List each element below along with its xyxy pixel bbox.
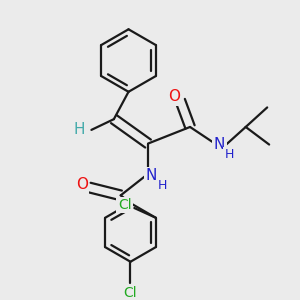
Text: H: H [74,122,85,137]
Text: N: N [145,168,157,183]
Text: Cl: Cl [124,286,137,300]
Text: O: O [76,177,88,192]
Text: H: H [158,179,167,192]
Text: N: N [214,137,225,152]
Text: H: H [224,148,234,161]
Text: O: O [168,89,180,104]
Text: Cl: Cl [118,198,131,212]
